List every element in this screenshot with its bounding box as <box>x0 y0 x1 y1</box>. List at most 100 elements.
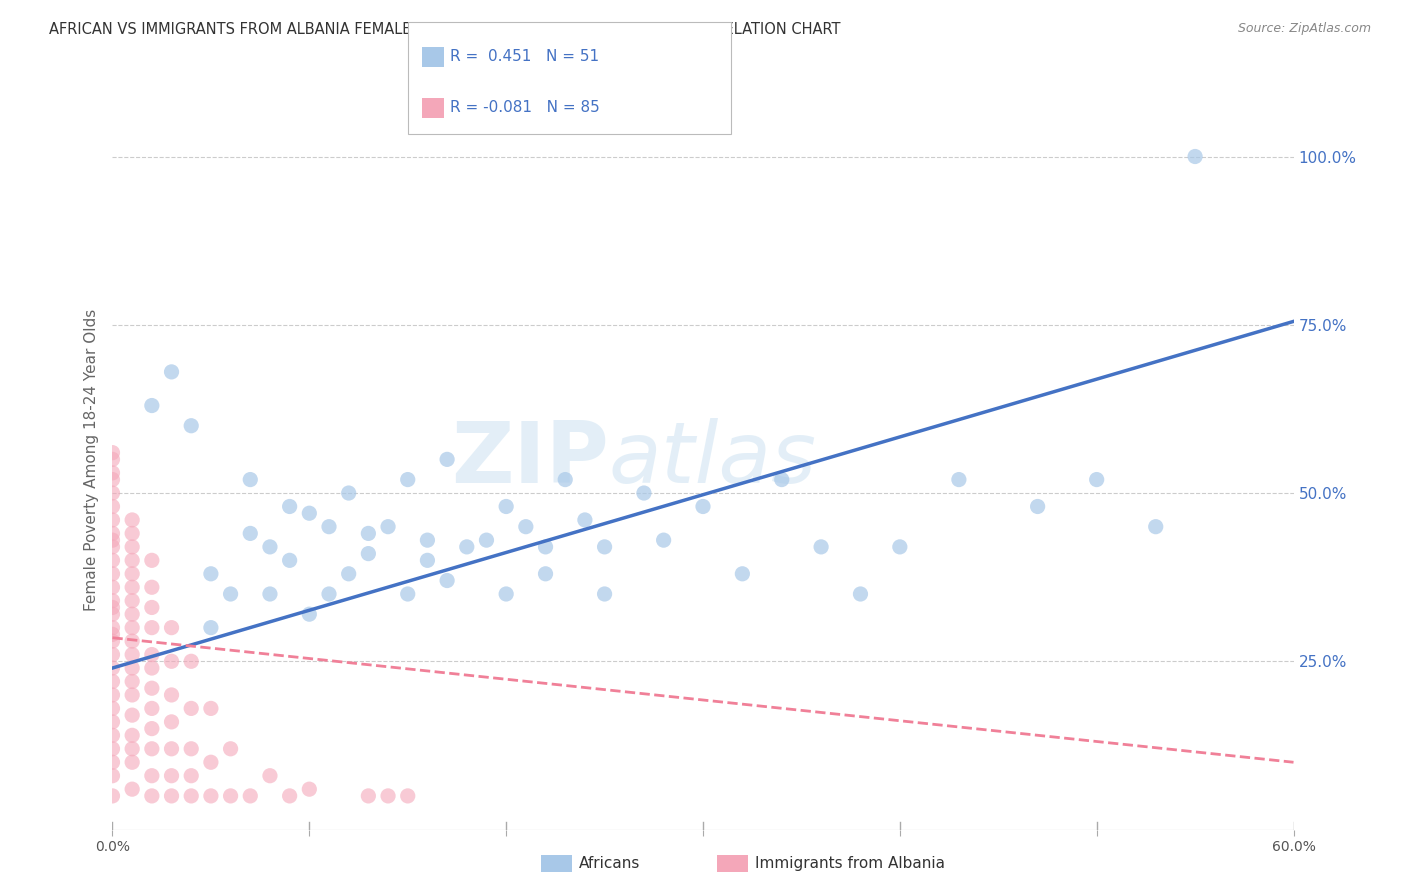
Point <box>121 674 143 689</box>
Point <box>180 654 202 668</box>
Text: atlas: atlas <box>609 417 817 501</box>
Point <box>101 566 124 581</box>
Point <box>396 587 419 601</box>
Point <box>239 789 262 803</box>
Point <box>318 587 340 601</box>
Point <box>180 701 202 715</box>
Point <box>574 513 596 527</box>
Point <box>1144 519 1167 533</box>
Text: Source: ZipAtlas.com: Source: ZipAtlas.com <box>1237 22 1371 36</box>
Text: Africans: Africans <box>579 856 641 871</box>
Point <box>200 789 222 803</box>
Point <box>101 486 124 500</box>
Text: R = -0.081   N = 85: R = -0.081 N = 85 <box>450 100 600 114</box>
Point <box>436 574 458 588</box>
Point <box>515 519 537 533</box>
Point <box>121 540 143 554</box>
Point <box>200 566 222 581</box>
Point <box>180 789 202 803</box>
Point <box>101 648 124 662</box>
Point <box>219 789 242 803</box>
Point <box>1085 473 1108 487</box>
Point <box>495 587 517 601</box>
Point <box>298 782 321 797</box>
Point <box>101 540 124 554</box>
Point <box>593 587 616 601</box>
Point <box>770 473 793 487</box>
Point <box>101 688 124 702</box>
Point <box>259 540 281 554</box>
Point <box>357 526 380 541</box>
Point <box>101 728 124 742</box>
Point <box>298 506 321 520</box>
Point <box>101 452 124 467</box>
Point <box>121 741 143 756</box>
Point <box>810 540 832 554</box>
Point <box>141 741 163 756</box>
Point <box>101 513 124 527</box>
Point <box>121 688 143 702</box>
Point <box>377 519 399 533</box>
Point <box>160 741 183 756</box>
Point <box>141 600 163 615</box>
Text: Immigrants from Albania: Immigrants from Albania <box>755 856 945 871</box>
Point <box>101 607 124 622</box>
Point <box>101 500 124 514</box>
Point <box>121 756 143 770</box>
Point <box>121 708 143 723</box>
Text: ZIP: ZIP <box>451 417 609 501</box>
Point <box>259 769 281 783</box>
Point <box>121 513 143 527</box>
Point <box>101 466 124 480</box>
Point <box>160 789 183 803</box>
Point <box>259 587 281 601</box>
Point <box>101 627 124 641</box>
Point <box>239 526 262 541</box>
Text: R =  0.451   N = 51: R = 0.451 N = 51 <box>450 49 599 63</box>
Point <box>121 728 143 742</box>
Point <box>593 540 616 554</box>
Point <box>889 540 911 554</box>
Point <box>121 661 143 675</box>
Point <box>160 365 183 379</box>
Point <box>121 553 143 567</box>
Point <box>239 473 262 487</box>
Point <box>121 607 143 622</box>
Point <box>180 769 202 783</box>
Point <box>534 566 557 581</box>
Point <box>101 533 124 548</box>
Point <box>141 399 163 413</box>
Y-axis label: Female Poverty Among 18-24 Year Olds: Female Poverty Among 18-24 Year Olds <box>83 309 98 610</box>
Point <box>121 621 143 635</box>
Point <box>396 473 419 487</box>
Point <box>101 553 124 567</box>
Point <box>101 674 124 689</box>
Point <box>396 789 419 803</box>
Point <box>101 769 124 783</box>
Point <box>377 789 399 803</box>
Point <box>160 769 183 783</box>
Point <box>298 607 321 622</box>
Point <box>141 580 163 594</box>
Point <box>180 741 202 756</box>
Point <box>121 782 143 797</box>
Point <box>416 533 439 548</box>
Point <box>101 661 124 675</box>
Point <box>101 741 124 756</box>
Point <box>692 500 714 514</box>
Point <box>121 526 143 541</box>
Point <box>101 701 124 715</box>
Point <box>1026 500 1049 514</box>
Point <box>180 418 202 433</box>
Point <box>219 741 242 756</box>
Point <box>554 473 576 487</box>
Point <box>495 500 517 514</box>
Point <box>141 648 163 662</box>
Point <box>948 473 970 487</box>
Point <box>101 473 124 487</box>
Point <box>1184 149 1206 163</box>
Point <box>141 769 163 783</box>
Point <box>101 593 124 607</box>
Point <box>278 500 301 514</box>
Text: AFRICAN VS IMMIGRANTS FROM ALBANIA FEMALE POVERTY AMONG 18-24 YEAR OLDS CORRELAT: AFRICAN VS IMMIGRANTS FROM ALBANIA FEMAL… <box>49 22 841 37</box>
